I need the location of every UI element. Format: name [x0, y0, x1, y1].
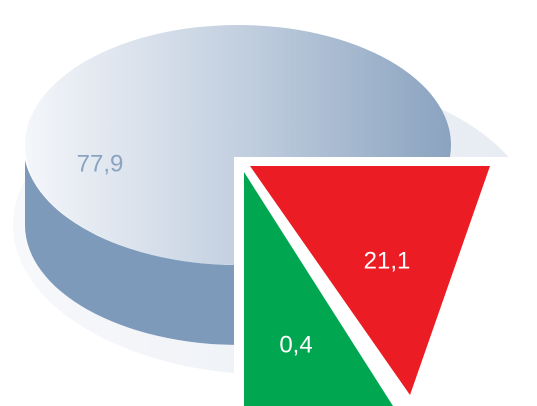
pie-slice	[250, 166, 490, 395]
pie-slice-side	[25, 160, 240, 345]
pie-slice	[244, 172, 393, 406]
data-label: 0,4	[279, 331, 312, 358]
data-label: 77,9	[77, 150, 124, 177]
data-label: 21,1	[364, 247, 411, 274]
